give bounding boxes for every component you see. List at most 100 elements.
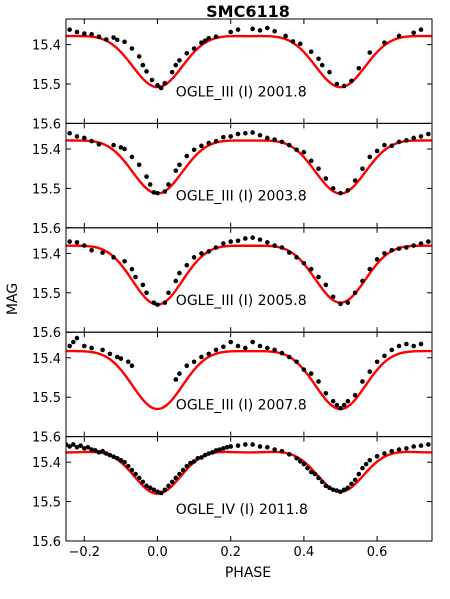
- data-point: [389, 347, 395, 353]
- panel-frame: [65, 331, 433, 438]
- data-point: [221, 241, 226, 246]
- panel-label: OGLE_III (I) 2007.8: [176, 397, 307, 413]
- data-point: [418, 134, 424, 139]
- y-tick-label: 15.4: [32, 352, 61, 367]
- data-point: [327, 69, 332, 75]
- data-point: [360, 278, 365, 284]
- data-point: [279, 245, 285, 250]
- data-point: [345, 485, 351, 491]
- x-tick-label: 0.4: [294, 545, 315, 560]
- data-point: [297, 459, 303, 464]
- data-point: [250, 26, 255, 32]
- data-point: [319, 479, 325, 485]
- data-point: [250, 339, 255, 345]
- data-point: [349, 78, 354, 84]
- data-point: [308, 266, 314, 272]
- panel-label: OGLE_IV (I) 2011.8: [176, 502, 308, 518]
- data-point: [173, 475, 179, 481]
- data-point: [349, 481, 354, 487]
- data-point: [206, 249, 212, 254]
- data-point: [382, 40, 387, 45]
- data-point: [213, 245, 219, 250]
- data-point: [202, 38, 208, 43]
- data-point: [396, 447, 402, 452]
- data-point: [122, 459, 127, 465]
- data-point: [257, 28, 263, 33]
- data-point: [169, 69, 175, 75]
- data-point: [199, 40, 204, 45]
- data-point: [272, 137, 277, 142]
- data-point: [221, 344, 226, 350]
- data-point: [177, 270, 182, 276]
- data-point: [389, 143, 395, 149]
- data-point: [195, 455, 201, 461]
- data-points: [67, 335, 424, 411]
- y-tick-label: 15.4: [32, 456, 61, 471]
- data-point: [374, 454, 380, 459]
- data-point: [265, 444, 270, 450]
- data-point: [316, 274, 321, 280]
- chart-title: SMC6118: [206, 2, 290, 21]
- panel-label: OGLE_III (I) 2001.8: [176, 84, 307, 100]
- data-point: [411, 343, 417, 349]
- data-point: [426, 442, 431, 447]
- data-point: [89, 247, 94, 253]
- y-tick-label: 15.4: [32, 39, 61, 54]
- panel-frame: [65, 18, 433, 124]
- data-point: [338, 405, 343, 411]
- data-point: [308, 469, 314, 475]
- data-point: [213, 138, 219, 144]
- data-point: [177, 371, 182, 376]
- data-point: [82, 343, 87, 349]
- data-point: [173, 377, 179, 382]
- data-point: [67, 444, 72, 449]
- y-tick-label: 15.5: [32, 78, 61, 93]
- data-point: [129, 266, 135, 272]
- data-point: [169, 479, 175, 485]
- data-point: [404, 138, 409, 143]
- data-point: [367, 50, 373, 55]
- data-point: [71, 442, 76, 447]
- model-curve: [66, 450, 432, 495]
- data-point: [151, 487, 157, 493]
- data-point: [338, 489, 343, 495]
- data-point: [360, 465, 365, 471]
- data-point: [316, 475, 321, 481]
- data-point: [235, 238, 241, 244]
- data-point: [162, 487, 168, 493]
- data-point: [297, 41, 303, 47]
- panels: 15.4 15.5 15.6 OGLE_III (I) 2001.8 15.4 15.5 1…: [32, 18, 433, 560]
- data-point: [213, 34, 219, 40]
- data-point: [345, 398, 351, 404]
- data-point: [151, 300, 157, 305]
- data-point: [74, 444, 80, 450]
- data-point: [272, 28, 277, 34]
- data-point: [74, 240, 80, 245]
- data-point: [191, 255, 197, 260]
- data-point: [118, 145, 124, 150]
- data-point: [177, 471, 182, 477]
- y-tick-label: 15.6: [32, 535, 61, 550]
- panel-frame: [65, 436, 433, 542]
- data-point: [363, 461, 369, 467]
- data-point: [243, 236, 248, 241]
- data-point: [166, 483, 171, 489]
- y-tick-label: 15.5: [32, 391, 61, 406]
- data-point: [82, 135, 87, 141]
- data-point: [149, 77, 155, 83]
- data-point: [147, 485, 153, 491]
- data-point: [89, 447, 94, 452]
- data-point: [206, 140, 212, 146]
- data-point: [213, 448, 219, 453]
- data-point: [140, 62, 146, 68]
- data-point: [122, 146, 127, 152]
- data-point: [228, 239, 233, 244]
- data-point: [96, 141, 102, 147]
- data-point: [100, 250, 105, 255]
- data-points: [67, 130, 431, 196]
- data-point: [173, 62, 179, 68]
- y-tick-label: 15.5: [32, 287, 61, 302]
- data-point: [367, 266, 373, 272]
- data-point: [396, 33, 402, 39]
- data-point: [272, 243, 277, 248]
